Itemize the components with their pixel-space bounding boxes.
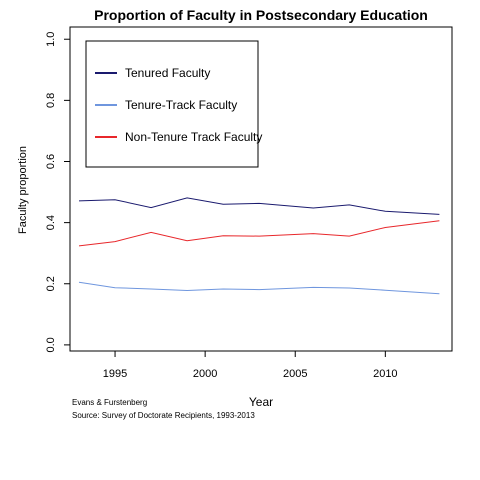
- y-tick-label: 0.0: [45, 337, 57, 352]
- series-line-non-tenure-track-faculty: [78, 220, 440, 247]
- x-tick-label: 1995: [103, 368, 127, 380]
- y-tick-label: 0.4: [45, 215, 57, 230]
- legend-label: Tenure-Track Faculty: [125, 98, 237, 112]
- plot-frame: [69, 26, 453, 352]
- y-tick-label: 0.8: [45, 93, 57, 108]
- y-tick-label: 0.2: [45, 276, 57, 291]
- x-tick-label: 2010: [373, 368, 397, 380]
- x-tick-label: 2000: [193, 368, 217, 380]
- legend-label: Tenured Faculty: [125, 66, 210, 80]
- series-line-tenured-faculty: [78, 197, 440, 215]
- y-tick-label: 1.0: [45, 32, 57, 47]
- author-caption: Evans & Furstenberg: [72, 398, 148, 407]
- series-line-tenure-track-faculty: [78, 281, 440, 295]
- x-axis-label: Year: [249, 395, 273, 409]
- y-axis: 0.0 0.2 0.4 0.6 0.8 1.0: [45, 32, 70, 353]
- source-caption: Source: Survey of Doctorate Recipients, …: [72, 411, 255, 420]
- x-axis: 1995 2000 2005 2010: [103, 351, 398, 380]
- chart-title: Proportion of Faculty in Postsecondary E…: [94, 7, 428, 23]
- legend: Tenured Faculty Tenure-Track Faculty Non-T…: [85, 40, 262, 168]
- legend-label: Non-Tenure Track Faculty: [125, 130, 262, 144]
- y-tick-label: 0.6: [45, 154, 57, 169]
- y-axis-label: Faculty proportion: [17, 146, 29, 234]
- x-tick-label: 2005: [283, 368, 307, 380]
- series-lines: [78, 197, 440, 295]
